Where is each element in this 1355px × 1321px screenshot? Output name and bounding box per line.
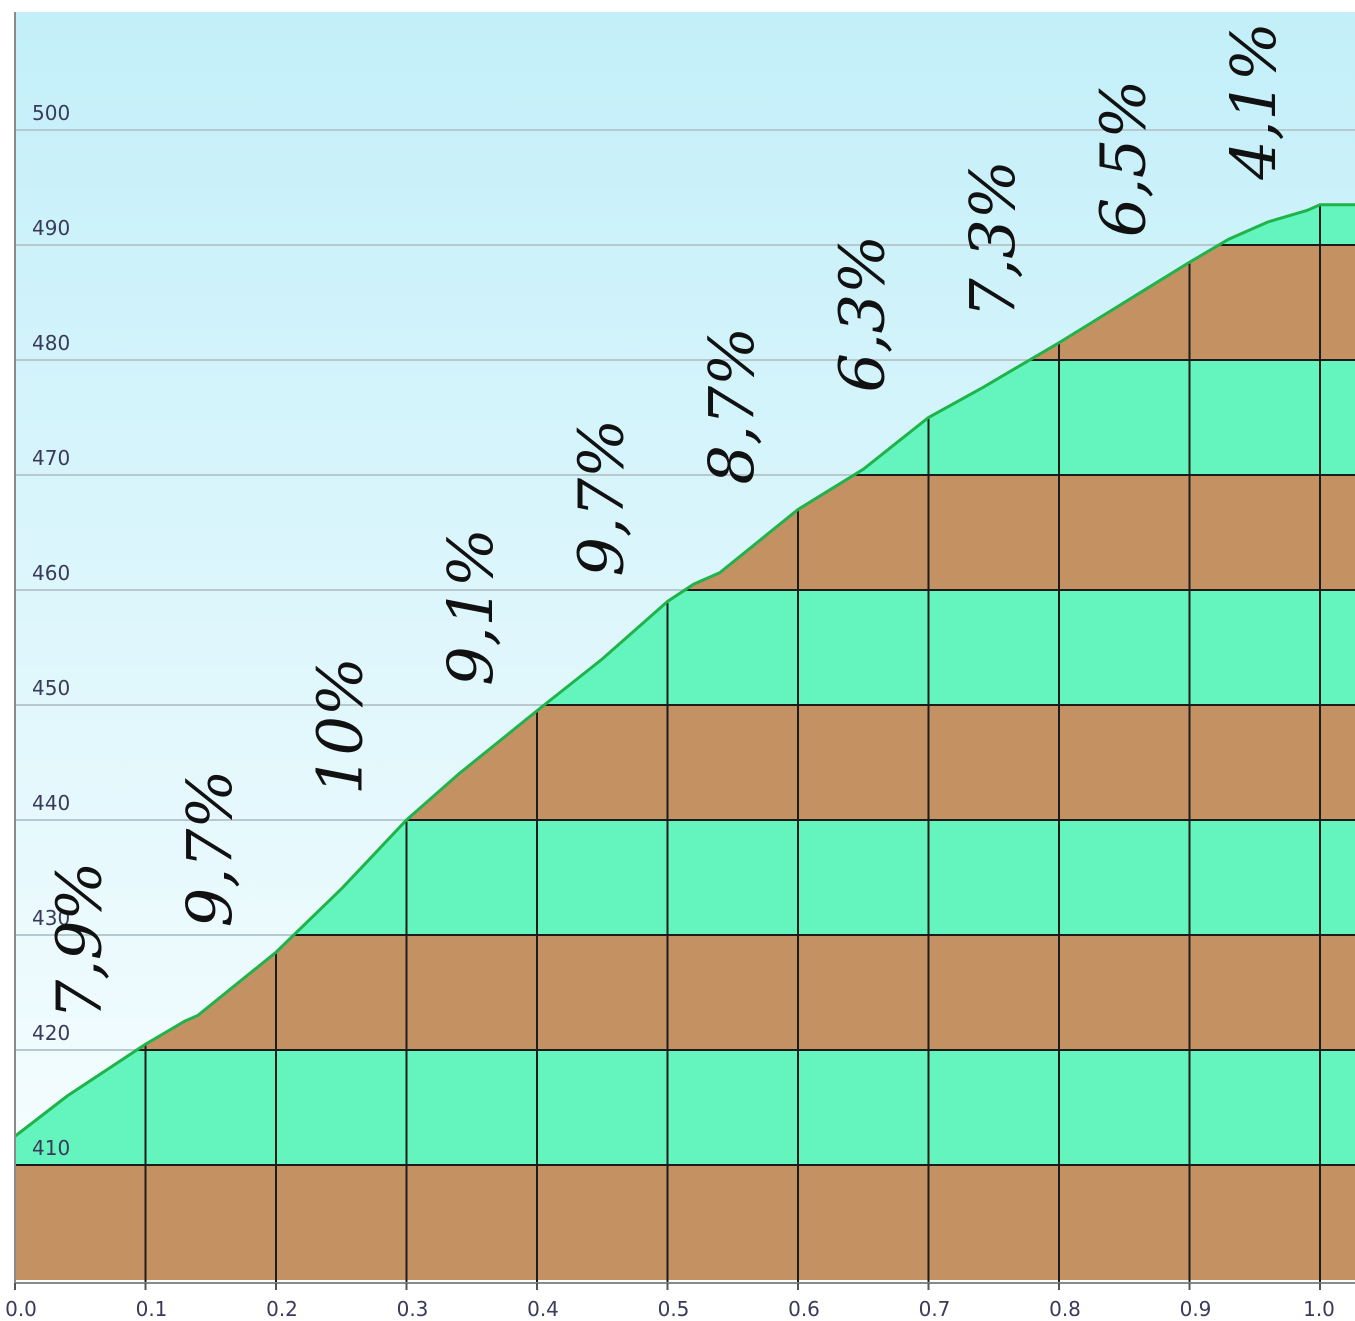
x-tick-label: 1.0: [1303, 1297, 1335, 1321]
y-tick-label: 410: [32, 1136, 70, 1160]
x-tick-label: 0.4: [527, 1297, 559, 1321]
y-tick-label: 440: [32, 791, 70, 815]
y-tick-labels: 410 420 430 440 450 460 470 480 490 500: [32, 101, 70, 1160]
y-tick-label: 470: [32, 446, 70, 470]
grade-label: 6,3%: [825, 235, 898, 393]
x-ticks: 0.0 0.1 0.2 0.3 0.4 0.5 0.6 0.7 0.8 0.9 1.0: [5, 1283, 1335, 1321]
y-tick-label: 450: [32, 676, 70, 700]
ground-band: [15, 1165, 1355, 1280]
elevation-profile-line: [14, 203, 1355, 1138]
x-tick-label: 0.6: [788, 1297, 820, 1321]
y-tick-label: 430: [32, 906, 70, 930]
grade-label: 7,3%: [956, 160, 1029, 318]
grade-label: 6,5%: [1086, 80, 1159, 238]
grade-label: 10%: [303, 657, 376, 795]
y-tick-label: 500: [32, 101, 70, 125]
y-tick-label: 490: [32, 216, 70, 240]
x-tick-label: 0.9: [1180, 1297, 1212, 1321]
grade-label: 9,7%: [564, 419, 637, 577]
x-tick-label: 0.0: [5, 1297, 37, 1321]
y-tick-label: 480: [32, 331, 70, 355]
grade-label: 9,7%: [173, 770, 246, 928]
grade-label: 8,7%: [695, 327, 768, 485]
grade-labels: 7,9% 9,7% 10% 9,1% 9,7% 8,7% 6,3% 7,3% 6,5% 4,1%: [42, 22, 1290, 1019]
x-tick-label: 0.1: [136, 1297, 168, 1321]
x-tick-label: 0.5: [658, 1297, 690, 1321]
x-tick-label: 0.8: [1049, 1297, 1081, 1321]
y-tick-label: 420: [32, 1021, 70, 1045]
x-tick-label: 0.7: [919, 1297, 951, 1321]
y-tick-label: 460: [32, 561, 70, 585]
ground-band: [15, 1050, 1355, 1165]
grade-label: 4,1%: [1217, 22, 1290, 181]
grade-label: 7,9%: [42, 862, 115, 1020]
x-tick-label: 0.3: [397, 1297, 429, 1321]
x-tick-label: 0.2: [266, 1297, 298, 1321]
grade-label: 9,1%: [434, 528, 507, 686]
